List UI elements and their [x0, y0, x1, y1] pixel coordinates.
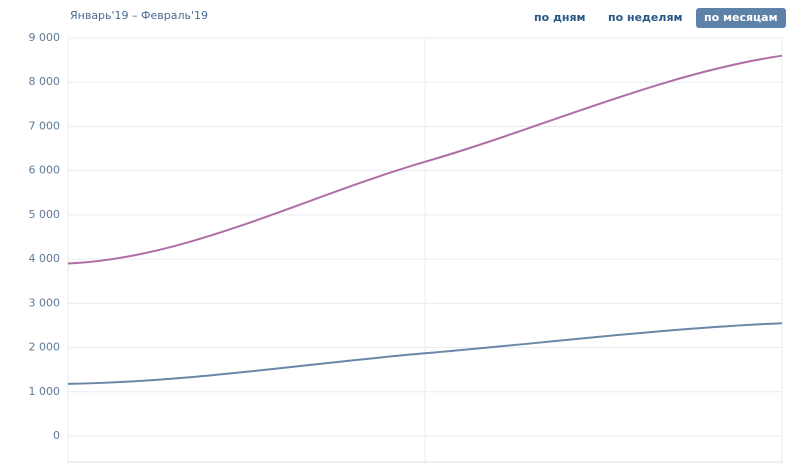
- y-tick-label: 6 000: [29, 164, 61, 177]
- y-tick-label: 3 000: [29, 296, 61, 309]
- period-button[interactable]: по дням: [534, 11, 586, 24]
- period-label: Январь'19 – Февраль'19: [70, 9, 209, 22]
- y-tick-label: 8 000: [29, 75, 61, 88]
- series-line: [67, 54, 783, 265]
- series-line: [67, 322, 783, 385]
- period-button[interactable]: по месяцам: [696, 8, 786, 28]
- period-button[interactable]: по неделям: [608, 11, 683, 24]
- y-tick-label: 0: [53, 429, 60, 442]
- y-tick-label: 2 000: [29, 341, 61, 354]
- y-tick-label: 5 000: [29, 208, 61, 221]
- y-tick-label: 4 000: [29, 252, 61, 265]
- y-tick-label: 9 000: [29, 31, 61, 44]
- y-tick-label: 1 000: [29, 385, 61, 398]
- y-tick-label: 7 000: [29, 119, 61, 132]
